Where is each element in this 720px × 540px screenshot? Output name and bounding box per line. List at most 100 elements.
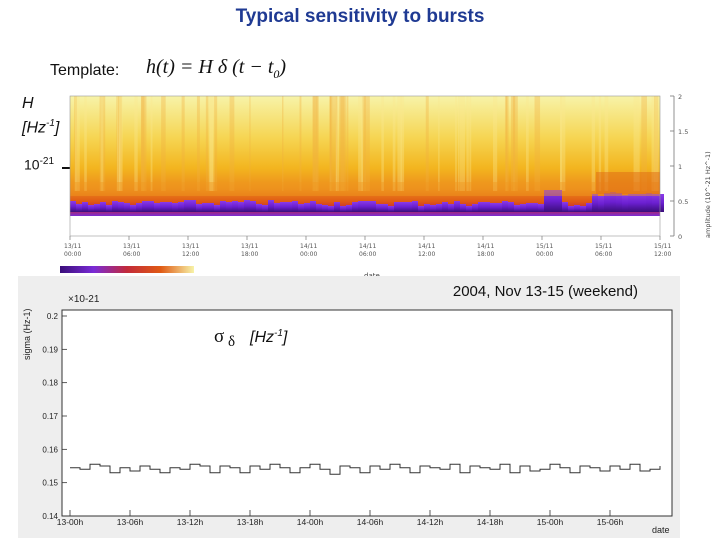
heatmap-tick-label: 10-21 (24, 156, 55, 173)
timeseries-y-label: sigma (Hz-1) (22, 308, 32, 360)
heatmap-streak (361, 96, 363, 191)
heatmap-streak (493, 96, 498, 191)
heatmap-streak (299, 96, 302, 191)
timeseries-annotation: σ δ [Hz-1] (214, 326, 288, 350)
heatmap-streak (364, 96, 370, 191)
heatmap-streak (641, 96, 647, 191)
heatmap-streak (335, 96, 340, 191)
heatmap-floor-cell (610, 192, 616, 212)
heatmap-streak (469, 96, 472, 191)
heatmap-floor-cell (304, 203, 310, 212)
heatmap-streak (312, 96, 315, 191)
heatmap-streak (346, 96, 349, 191)
heatmap-streak (633, 96, 637, 191)
x-tick-label: 14-00h (297, 517, 324, 527)
timeseries-x-label: date (652, 525, 670, 535)
heatmap-streak (505, 96, 509, 191)
heatmap-floor-cell (316, 204, 322, 212)
heatmap-floor-cell (112, 201, 118, 212)
heatmap-streak (392, 96, 396, 191)
heatmap-streak (116, 96, 123, 191)
heatmap-streak (118, 96, 120, 191)
heatmap-floor-cell (214, 205, 220, 212)
heatmap-floor-cell (328, 206, 334, 212)
heatmap-streak (116, 96, 122, 191)
heatmap-streak (161, 96, 166, 191)
heatmap-floor-cell (658, 194, 664, 212)
heatmap-streak (150, 96, 153, 191)
heatmap-floor-cell (418, 206, 424, 212)
heatmap-streak (654, 96, 659, 191)
timeseries-plot-area (61, 309, 673, 517)
heatmap-streak (335, 96, 338, 191)
heatmap-x-tick-time: 06:00 (123, 251, 140, 258)
heatmap-floor-cell (298, 204, 304, 212)
heatmap-streak (74, 96, 77, 191)
heatmap-x-tick-time: 18:00 (241, 251, 258, 258)
y-tick-label: 0.19 (42, 345, 58, 354)
x-tick-label: 14-06h (357, 517, 384, 527)
heatmap-floor-cell (490, 203, 496, 212)
heatmap-floor-cell (220, 201, 226, 212)
heatmap-floor-cell (448, 204, 454, 212)
x-tick-label: 13-00h (57, 517, 84, 527)
heatmap-x-tick-date: 13/11 (241, 243, 258, 250)
heatmap-streak (455, 96, 457, 191)
heatmap-floor-cell (466, 206, 472, 212)
heatmap-streak (339, 96, 345, 191)
heatmap-floor-cell (178, 202, 184, 212)
heatmap-y-label: H [Hz-1] (22, 94, 59, 138)
heatmap-floor-cell (622, 195, 628, 212)
heatmap-floor-cell (514, 205, 520, 212)
heatmap-streak (598, 96, 602, 191)
heatmap-floor-cell (436, 204, 442, 212)
formula-delta: δ (217, 56, 228, 78)
heatmap-floor-cell (208, 203, 214, 212)
x-tick-label: 13-18h (237, 517, 264, 527)
heatmap-x-label: date (364, 272, 380, 278)
heatmap-streak (510, 96, 516, 191)
heatmap-streak (331, 96, 338, 191)
heatmap-streak (504, 96, 508, 191)
heatmap-streak (604, 96, 609, 191)
timeseries-multiplier: ×10-21 (68, 294, 100, 305)
heatmap-floor-cell (142, 201, 148, 212)
heatmap-floor-cell (484, 202, 490, 212)
heatmap-streak (134, 96, 138, 191)
x-tick-label: 14-18h (477, 517, 504, 527)
heatmap-x-tick-time: 12:00 (654, 251, 671, 258)
heatmap-x-tick-time: 06:00 (595, 251, 612, 258)
heatmap-floor-cell (526, 203, 532, 212)
heatmap-streak (141, 96, 145, 191)
heatmap-x-tick-date: 13/11 (123, 243, 140, 250)
heatmap-floor-cell (394, 202, 400, 212)
heatmap-floor-cell (628, 194, 634, 212)
heatmap-floor-cell (322, 205, 328, 212)
heatmap-floor-cell (286, 202, 292, 212)
heatmap-floor-cell (166, 202, 172, 212)
heatmap-floor-cell (160, 202, 166, 212)
heatmap-streak (329, 96, 332, 191)
heatmap-right-axis-label: amplitude (10^-21 Hz^-1) (704, 151, 712, 238)
heatmap-floor-cell (520, 204, 526, 212)
heatmap-floor-cell (604, 193, 610, 212)
heatmap-streak (525, 96, 529, 191)
heatmap-floor-cell (280, 202, 286, 212)
heatmap-floor-cell (412, 201, 418, 212)
heatmap-floor-cell (616, 193, 622, 212)
heatmap-floor-cell (124, 203, 130, 212)
heatmap-floor-cell (580, 206, 586, 212)
heatmap-floor-cell (196, 204, 202, 212)
heatmap-streak (560, 96, 562, 191)
y-tick-label: 0.18 (42, 379, 58, 388)
heatmap-right-tick-label: 1.5 (678, 128, 688, 136)
heatmap-floor-cell (88, 205, 94, 212)
heatmap-floor-cell (508, 202, 514, 212)
heatmap-floor-cell (100, 202, 106, 212)
heatmap-x-axis: 13/1100:0013/1106:0013/1112:0013/1118:00… (64, 236, 671, 258)
heatmap-streak (359, 96, 364, 191)
formula-rhs: (t − t (232, 56, 274, 78)
heatmap-x-tick-date: 14/11 (359, 243, 376, 250)
heatmap-floor-cell (310, 201, 316, 212)
heatmap-floor-cell (118, 202, 124, 212)
